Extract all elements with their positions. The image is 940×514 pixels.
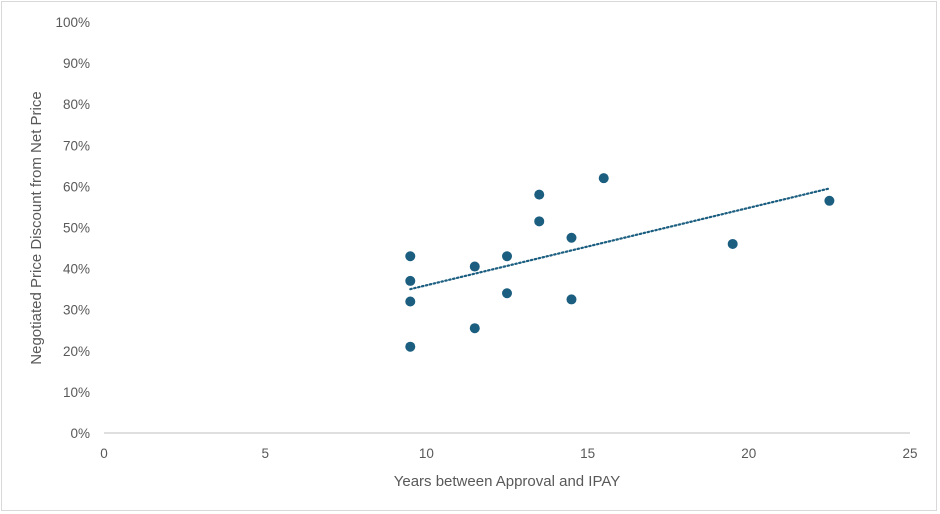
y-tick-label: 100% — [55, 15, 90, 30]
data-point — [405, 275, 416, 286]
data-point — [534, 189, 545, 200]
data-point — [502, 288, 512, 299]
y-tick-label: 20% — [63, 344, 90, 359]
y-axis-ticks: 0% 10% 20% 30% 40% 50% 60% 70% 80% 90% 100% — [55, 15, 90, 441]
data-point — [534, 216, 545, 227]
y-tick-label: 40% — [63, 262, 90, 277]
y-tick-label: 0% — [70, 426, 90, 441]
data-point — [502, 251, 512, 262]
x-tick-label: 10 — [419, 446, 434, 461]
y-tick-label: 30% — [63, 303, 90, 318]
data-point — [405, 251, 416, 262]
x-axis-ticks: 0 5 10 15 20 25 — [100, 446, 917, 461]
x-tick-label: 20 — [741, 446, 756, 461]
y-axis-title: Negotiated Price Discount from Net Price — [28, 91, 45, 364]
data-point — [405, 296, 416, 307]
trendline-layer — [409, 187, 831, 291]
y-tick-label: 60% — [63, 179, 90, 194]
data-point — [405, 341, 416, 352]
data-point — [598, 173, 609, 184]
data-point — [469, 323, 480, 334]
data-point — [727, 238, 738, 249]
data-points — [405, 173, 835, 352]
y-tick-label: 70% — [63, 138, 90, 153]
y-tick-label: 10% — [63, 385, 90, 400]
x-axis-title: Years between Approval and IPAY — [394, 473, 621, 490]
y-tick-label: 90% — [63, 56, 90, 71]
y-tick-label: 50% — [63, 221, 90, 236]
y-tick-label: 80% — [63, 97, 90, 112]
x-tick-label: 5 — [261, 446, 269, 461]
data-point — [566, 232, 577, 243]
linear-trendline — [409, 187, 831, 291]
data-point — [469, 261, 480, 272]
data-point — [566, 294, 577, 305]
x-tick-label: 0 — [100, 446, 108, 461]
x-tick-label: 15 — [580, 446, 595, 461]
x-tick-label: 25 — [902, 446, 917, 461]
data-point — [824, 195, 835, 206]
